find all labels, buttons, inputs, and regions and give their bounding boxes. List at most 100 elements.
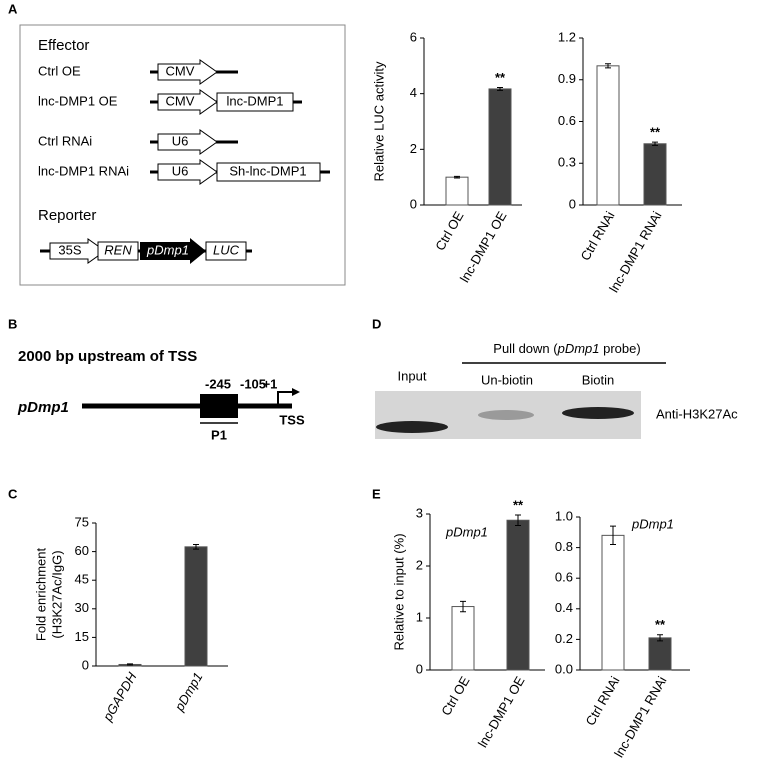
- panel-label: B: [8, 316, 17, 331]
- reporter-construct: 35S REN pDmp1 LUC: [40, 238, 252, 264]
- element-label: U6: [172, 163, 189, 178]
- y-tick-label: 1.0: [555, 508, 573, 523]
- y-tick-label: 4: [410, 85, 417, 100]
- bar: [648, 637, 672, 671]
- element-label: LUC: [213, 242, 240, 257]
- significance-label: **: [513, 497, 524, 512]
- element-label: U6: [172, 133, 189, 148]
- y-axis-label: Relative LUC activity: [371, 61, 386, 181]
- band: [478, 410, 534, 420]
- construct: U6: [150, 129, 238, 155]
- band: [376, 421, 448, 433]
- x-tick-label: lnc-DMP1 OE: [475, 673, 528, 750]
- y-tick-label: 1: [416, 609, 423, 624]
- antibody-label: Anti-H3K27Ac: [656, 406, 738, 421]
- y-axis-label: (H3K27Ac/IgG): [49, 550, 64, 638]
- element-label: pDmp1: [146, 242, 189, 257]
- panel-label: C: [8, 486, 18, 501]
- x-tick-label: lnc-DMP1 RNAi: [611, 674, 670, 760]
- y-tick-label: 0.8: [555, 539, 573, 554]
- x-tick-label: Ctrl OE: [438, 673, 472, 718]
- section-title: Reporter: [38, 207, 96, 224]
- y-tick-label: 0.2: [555, 631, 573, 646]
- pulldown-text: Pull down (: [493, 341, 558, 356]
- x-tick-label: lnc-DMP1 RNAi: [606, 209, 665, 295]
- section-title: Effector: [38, 37, 89, 54]
- error-bar: [127, 663, 133, 666]
- y-tick-label: 3: [416, 505, 423, 520]
- position-label: -105: [240, 376, 266, 391]
- pulldown-title: Pull down (pDmp1 probe): [493, 341, 640, 356]
- panel-label: E: [372, 486, 381, 501]
- error-bar: [605, 63, 611, 69]
- band: [562, 407, 634, 419]
- y-tick-label: 60: [75, 543, 89, 558]
- element-label: CMV: [166, 93, 195, 108]
- tss-label: TSS: [279, 412, 305, 427]
- error-bar: [515, 514, 521, 526]
- lane-label: Un-biotin: [481, 372, 533, 387]
- y-tick-label: 6: [410, 29, 417, 44]
- x-tick-label: Ctrl RNAi: [577, 209, 617, 264]
- y-tick-label: 0.4: [555, 600, 573, 615]
- tss-arrow-head: [292, 388, 300, 396]
- pulldown-probe: pDmp1: [557, 341, 600, 356]
- error-bar: [193, 544, 199, 550]
- element-label: lnc-DMP1: [226, 93, 283, 108]
- y-axis-label: Relative to input (%): [391, 533, 406, 650]
- y-tick-label: 75: [75, 514, 89, 529]
- bar: [601, 534, 625, 671]
- y-tick-label: 15: [75, 629, 89, 644]
- element-label: CMV: [166, 63, 195, 78]
- element-label: 35S: [58, 242, 81, 257]
- region-box: [200, 394, 238, 418]
- error-bar: [652, 141, 658, 146]
- y-tick-label: 0.6: [558, 113, 576, 128]
- row-label: Ctrl RNAi: [38, 133, 92, 148]
- element-label: Sh-lnc-DMP1: [229, 163, 306, 178]
- chart-title: pDmp1: [445, 524, 488, 539]
- bar: [506, 519, 530, 671]
- x-tick-label: lnc-DMP1 OE: [457, 208, 510, 285]
- region-label: P1: [211, 427, 227, 442]
- pulldown-text: probe): [600, 341, 641, 356]
- y-tick-label: 0.9: [558, 71, 576, 86]
- significance-label: **: [655, 617, 666, 632]
- construct: CMV lnc-DMP1: [150, 89, 302, 115]
- element-label: REN: [104, 242, 132, 257]
- bar: [643, 143, 667, 206]
- construct: CMV: [150, 59, 238, 85]
- error-bar: [657, 634, 663, 642]
- lane-label: Biotin: [582, 372, 615, 387]
- x-tick-label: Ctrl OE: [432, 208, 466, 253]
- position-label: -245: [205, 376, 231, 391]
- tss-arrow: [277, 391, 292, 406]
- y-tick-label: 2: [410, 141, 417, 156]
- y-tick-label: 0.3: [558, 155, 576, 170]
- bar: [451, 606, 475, 671]
- y-tick-label: 2: [416, 557, 423, 572]
- x-tick-label: pGAPDH: [99, 669, 140, 724]
- x-tick-label: Ctrl RNAi: [582, 674, 622, 729]
- gene-label: pDmp1: [17, 399, 69, 416]
- bar: [184, 546, 208, 667]
- x-tick-label: pDmp1: [171, 670, 205, 715]
- y-tick-label: 30: [75, 600, 89, 615]
- error-bar: [610, 525, 616, 546]
- y-axis-label: Fold enrichment: [33, 548, 48, 642]
- y-tick-label: 0: [82, 657, 89, 672]
- bar: [596, 65, 620, 206]
- row-label: Ctrl OE: [38, 63, 81, 78]
- diagram-title: 2000 bp upstream of TSS: [18, 348, 197, 365]
- y-tick-label: 0.0: [555, 661, 573, 676]
- y-tick-label: 0.6: [555, 570, 573, 585]
- y-tick-label: 0: [569, 196, 576, 211]
- error-bar: [454, 175, 460, 179]
- chart-title: pDmp1: [631, 516, 674, 531]
- bar: [445, 176, 469, 206]
- error-bar: [497, 87, 503, 91]
- position-label: +1: [263, 376, 278, 391]
- panel-label: A: [8, 1, 18, 16]
- panel-label: D: [372, 316, 381, 331]
